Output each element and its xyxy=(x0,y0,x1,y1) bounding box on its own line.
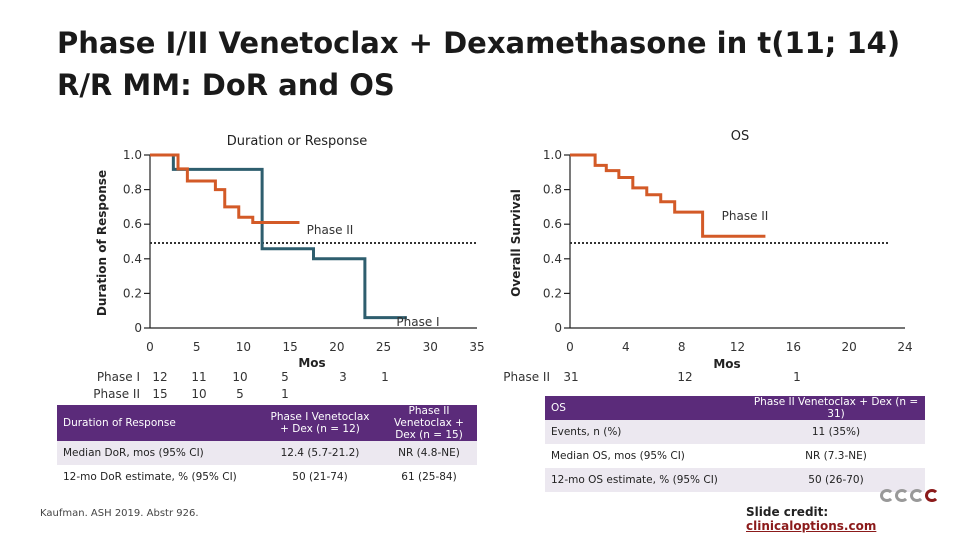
dor-x-tick-label: 5 xyxy=(193,340,201,354)
os-row-label: 12-mo OS estimate, % (95% CI) xyxy=(545,468,747,492)
dor-cell: NR (4.8-NE) xyxy=(381,441,477,465)
dor-y-tick-label: 0 xyxy=(134,321,142,335)
dor-x-tick-label: 30 xyxy=(423,340,438,354)
table-row: Median OS, mos (95% CI) NR (7.3-NE) xyxy=(545,444,925,468)
dor-risk-value: 5 xyxy=(281,370,289,384)
dor-risk-row-label: Phase II xyxy=(93,387,140,401)
logo-ring-icon xyxy=(880,489,894,502)
dor-cell: 12.4 (5.7-21.2) xyxy=(259,441,381,465)
dor-y-tick-label: 0.2 xyxy=(123,286,142,300)
os-series-phase-ii-line xyxy=(570,153,766,238)
dor-summary-table: Duration of Response Phase I Venetoclax … xyxy=(57,405,477,489)
dor-risk-value: 5 xyxy=(236,387,244,401)
dor-phase2-label: Phase II xyxy=(307,223,354,237)
table-row: 12-mo DoR estimate, % (95% CI) 50 (21-74… xyxy=(57,465,477,489)
os-row-label: Events, n (%) xyxy=(545,420,747,444)
os-cell: 11 (35%) xyxy=(747,420,925,444)
dor-risk-value: 1 xyxy=(381,370,389,384)
os-y-tick-label: 1.0 xyxy=(543,148,562,162)
os-y-tick-label: 0.6 xyxy=(543,217,562,231)
citation: Kaufman. ASH 2019. Abstr 926. xyxy=(40,508,199,519)
dor-panel-title: Duration or Response xyxy=(227,134,367,149)
dor-chart: Duration or Response Duration of Respons… xyxy=(93,134,484,401)
dor-row-label: Median DoR, mos (95% CI) xyxy=(57,441,259,465)
dor-y-tick-label: 0.8 xyxy=(123,183,142,197)
dor-y-axis-title: Duration of Response xyxy=(95,170,109,316)
clinical-options-logo-icon xyxy=(880,489,939,502)
dor-risk-value: 10 xyxy=(191,387,206,401)
dor-x-tick-label: 25 xyxy=(376,340,391,354)
dor-risk-value: 10 xyxy=(232,370,247,384)
table-row: 12-mo OS estimate, % (95% CI) 50 (26-70) xyxy=(545,468,925,492)
logo-ring-icon xyxy=(925,489,939,502)
logo-ring-icon xyxy=(895,489,909,502)
dor-header-label: Duration of Response xyxy=(57,405,259,441)
os-chart: OS Overall Survival 1.0 0.8 0.6 0.4 0.2 0 0 4 8… xyxy=(503,129,912,384)
dor-phase1-label: Phase I xyxy=(396,315,439,329)
os-risk-value: 1 xyxy=(793,370,801,384)
dor-x-tick-label: 15 xyxy=(283,340,298,354)
os-phase2-label: Phase II xyxy=(722,209,769,223)
dor-header-phase1: Phase I Venetoclax + Dex (n = 12) xyxy=(259,405,381,441)
dor-cell: 61 (25-84) xyxy=(401,471,457,483)
dor-risk-value: 1 xyxy=(281,387,289,401)
credit-prefix: Slide credit: xyxy=(746,505,829,519)
dor-table-header: Duration of Response Phase I Venetoclax … xyxy=(57,405,477,441)
os-row-label: Median OS, mos (95% CI) xyxy=(551,450,685,462)
os-summary-table: OS Phase II Venetoclax + Dex (n = 31) Ev… xyxy=(545,396,925,492)
dor-risk-value: 12 xyxy=(152,370,167,384)
os-x-tick-label: 20 xyxy=(842,340,857,354)
dor-x-axis-title: Mos xyxy=(298,356,325,370)
os-risk-row-label: Phase II xyxy=(503,370,550,384)
dor-series-phase-i-line xyxy=(150,153,407,320)
dor-cell: 50 (21-74) xyxy=(292,471,348,483)
os-panel-title: OS xyxy=(731,129,749,144)
os-cell: NR (7.3-NE) xyxy=(805,450,867,462)
logo-ring-icon xyxy=(910,489,924,502)
dor-risk-value: 3 xyxy=(339,370,347,384)
os-y-tick-label: 0 xyxy=(554,321,562,335)
os-y-tick-label: 0.8 xyxy=(543,183,562,197)
dor-x-tick-label: 0 xyxy=(146,340,154,354)
os-cell: 50 (26-70) xyxy=(747,468,925,492)
os-x-tick-label: 0 xyxy=(566,340,574,354)
dor-series-phase-ii-line xyxy=(150,153,300,224)
dor-y-tick-label: 0.6 xyxy=(123,217,142,231)
os-x-tick-label: 16 xyxy=(786,340,801,354)
os-risk-value: 31 xyxy=(563,370,578,384)
os-y-tick-label: 0.2 xyxy=(543,286,562,300)
os-x-tick-label: 4 xyxy=(622,340,630,354)
os-x-tick-label: 8 xyxy=(678,340,686,354)
dor-x-tick-label: 20 xyxy=(329,340,344,354)
dor-y-tick-label: 1.0 xyxy=(123,148,142,162)
dor-risk-value: 11 xyxy=(191,370,206,384)
dor-header-phase2: Phase II Venetoclax + Dex (n = 15) xyxy=(381,405,477,441)
os-y-axis-title: Overall Survival xyxy=(509,189,523,297)
table-row: Events, n (%) 11 (35%) xyxy=(545,420,925,444)
dor-row-label: 12-mo DoR estimate, % (95% CI) xyxy=(63,471,237,483)
os-x-tick-label: 24 xyxy=(897,340,912,354)
os-x-tick-label: 12 xyxy=(730,340,745,354)
dor-risk-row-label: Phase I xyxy=(97,370,140,384)
os-header-phase2: Phase II Venetoclax + Dex (n = 31) xyxy=(747,396,925,420)
os-y-tick-label: 0.4 xyxy=(543,252,562,266)
slide-credit: Slide credit: clinicaloptions.com xyxy=(746,505,960,533)
dor-x-tick-label: 10 xyxy=(236,340,251,354)
os-risk-value: 12 xyxy=(677,370,692,384)
os-x-axis-title: Mos xyxy=(713,357,740,371)
table-row: Median DoR, mos (95% CI) 12.4 (5.7-21.2)… xyxy=(57,441,477,465)
dor-risk-value: 15 xyxy=(152,387,167,401)
os-header-label: OS xyxy=(545,396,747,420)
page-title: Phase I/II Venetoclax + Dexamethasone in… xyxy=(57,26,901,102)
dor-y-tick-label: 0.4 xyxy=(123,252,142,266)
credit-link[interactable]: clinicaloptions.com xyxy=(746,519,877,533)
os-table-header: OS Phase II Venetoclax + Dex (n = 31) xyxy=(545,396,925,420)
dor-x-tick-label: 35 xyxy=(469,340,484,354)
